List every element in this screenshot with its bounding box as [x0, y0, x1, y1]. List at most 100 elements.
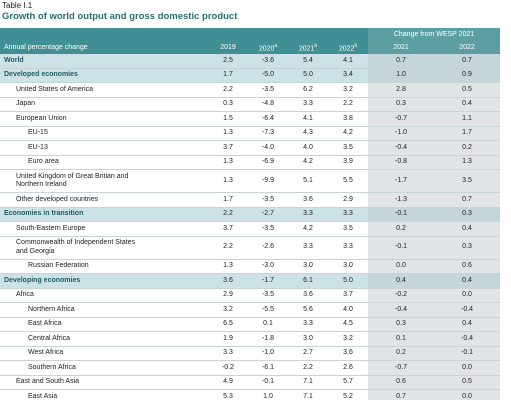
cell: 3.6 — [328, 346, 369, 361]
cell: 3.5 — [434, 169, 501, 193]
column-label: 2020 — [258, 45, 275, 53]
cell: 5.0 — [288, 68, 328, 83]
cell: 4.0 — [328, 302, 369, 318]
row-label: EU-15 — [0, 126, 208, 141]
cell: 1.9 — [208, 331, 248, 347]
cell: -7.3 — [248, 126, 288, 141]
table-row: Southern Africa -0.2 -6.1 2.2 2.6 -0.7 0.0 — [0, 360, 501, 376]
cell: 3.3 — [328, 207, 369, 222]
cell: 1.0 — [368, 68, 435, 83]
cell: -9.9 — [248, 169, 288, 193]
column-header: 2019 — [208, 41, 248, 54]
row-label: East Asia — [0, 389, 208, 400]
group-header: Change from WESP 2021 — [368, 28, 501, 41]
cell: 3.7 — [328, 288, 369, 303]
cell: 5.1 — [288, 169, 328, 193]
cell: 0.5 — [434, 375, 501, 390]
cell: 0.6 — [434, 259, 501, 274]
table-row: West Africa 3.3 -1.0 2.7 3.6 0.2 -0.1 — [0, 346, 501, 361]
cell: 0.3 — [208, 97, 248, 112]
row-label: United States of America — [0, 82, 208, 98]
table-row: United Kingdom of Great Britian and Nort… — [0, 169, 501, 193]
cell: 0.7 — [434, 192, 501, 208]
table-row: East Africa 6.5 0.1 3.3 4.5 0.3 0.4 — [0, 317, 501, 332]
column-header: 2022 — [434, 41, 501, 54]
cell: 5.3 — [208, 389, 248, 400]
cell: 0.7 — [368, 54, 435, 69]
cell: 2.2 — [288, 360, 328, 376]
header-row: Annual percentage change 2019 2020a 2021b 20… — [0, 41, 501, 54]
cell: -3.5 — [248, 192, 288, 208]
row-label: East and South Asia — [0, 375, 208, 390]
cell: 5.2 — [328, 389, 369, 400]
cell: 3.4 — [328, 68, 369, 83]
cell: 5.6 — [288, 302, 328, 318]
cell: 2.5 — [208, 54, 248, 69]
table-row: South-Eastern Europe 3.7 -3.5 4.2 3.5 0.2 0.4 — [0, 221, 501, 237]
cell: 1.0 — [248, 389, 288, 400]
row-label: South-Eastern Europe — [0, 221, 208, 237]
column-header: 2020a — [248, 41, 288, 54]
table-row: East Asia 5.3 1.0 7.1 5.2 0.7 0.0 — [0, 389, 501, 400]
table-title: Growth of world output and gross domesti… — [2, 11, 238, 22]
cell: 3.8 — [328, 111, 369, 127]
row-label: East Africa — [0, 317, 208, 332]
table-row: East and South Asia 4.9 -0.1 7.1 5.7 0.6 0.5 — [0, 375, 501, 390]
table-row: Africa 2.9 -3.5 3.6 3.7 -0.2 0.0 — [0, 288, 501, 303]
table-row: Northern Africa 3.2 -5.5 5.6 4.0 -0.4 -0.4 — [0, 302, 501, 318]
cell: 0.0 — [434, 360, 501, 376]
row-label: United Kingdom of Great Britian and Nort… — [0, 169, 208, 193]
cell: 0.0 — [368, 259, 435, 274]
cell: 0.3 — [368, 317, 435, 332]
cell: 2.8 — [368, 82, 435, 98]
cell: 0.5 — [434, 82, 501, 98]
table-row: EU-15 1.3 -7.3 4.3 4.2 -1.0 1.7 — [0, 126, 501, 141]
data-table: Change from WESP 2021 Annual percentage … — [0, 28, 501, 400]
cell: 0.4 — [434, 97, 501, 112]
cell: -1.0 — [248, 346, 288, 361]
table-row: Other developed countries 1.7 -3.5 3.6 2.9 -1… — [0, 192, 501, 208]
table-row: Central Africa 1.9 -1.8 3.0 3.2 0.1 -0.4 — [0, 331, 501, 347]
cell: 0.9 — [434, 68, 501, 83]
cell: 2.2 — [208, 236, 248, 260]
table-row: United States of America 2.2 -3.5 6.2 3.2 2.8… — [0, 82, 501, 98]
row-label: Central Africa — [0, 331, 208, 347]
row-label: Southern Africa — [0, 360, 208, 376]
column-header: Annual percentage change — [0, 41, 208, 54]
cell: 4.3 — [288, 126, 328, 141]
column-label: 2022 — [459, 44, 475, 51]
cell: -3.5 — [248, 82, 288, 98]
cell: 0.2 — [434, 140, 501, 156]
table-label: Table I.1 — [2, 1, 33, 10]
cell: 4.0 — [288, 140, 328, 156]
cell: -6.4 — [248, 111, 288, 127]
cell: -1.7 — [248, 273, 288, 289]
row-label: Economies in transition — [0, 207, 208, 222]
cell: -0.2 — [368, 288, 435, 303]
row-label: Commonwealth of Independent States and G… — [0, 236, 208, 260]
cell: 3.5 — [328, 140, 369, 156]
cell: -5.5 — [248, 302, 288, 318]
row-label: EU-13 — [0, 140, 208, 156]
cell: -3.0 — [248, 259, 288, 274]
cell: 3.7 — [208, 140, 248, 156]
cell: -4.8 — [248, 97, 288, 112]
cell: 3.0 — [288, 331, 328, 347]
cell: 7.1 — [288, 375, 328, 390]
cell: -5.0 — [248, 68, 288, 83]
cell: 3.2 — [328, 331, 369, 347]
cell: 1.1 — [434, 111, 501, 127]
cell: -3.5 — [248, 288, 288, 303]
column-header: 2022b — [328, 41, 369, 54]
cell: -0.4 — [434, 331, 501, 347]
cell: 2.9 — [208, 288, 248, 303]
cell: 0.0 — [434, 288, 501, 303]
cell: 0.1 — [248, 317, 288, 332]
row-label: Developing economies — [0, 273, 208, 289]
cell: -0.2 — [208, 360, 248, 376]
cell: -1.7 — [368, 169, 435, 193]
cell: 4.2 — [288, 155, 328, 170]
cell: 1.7 — [208, 192, 248, 208]
table-row: Japan 0.3 -4.8 3.3 2.2 0.3 0.4 — [0, 97, 501, 112]
cell: 4.1 — [288, 111, 328, 127]
